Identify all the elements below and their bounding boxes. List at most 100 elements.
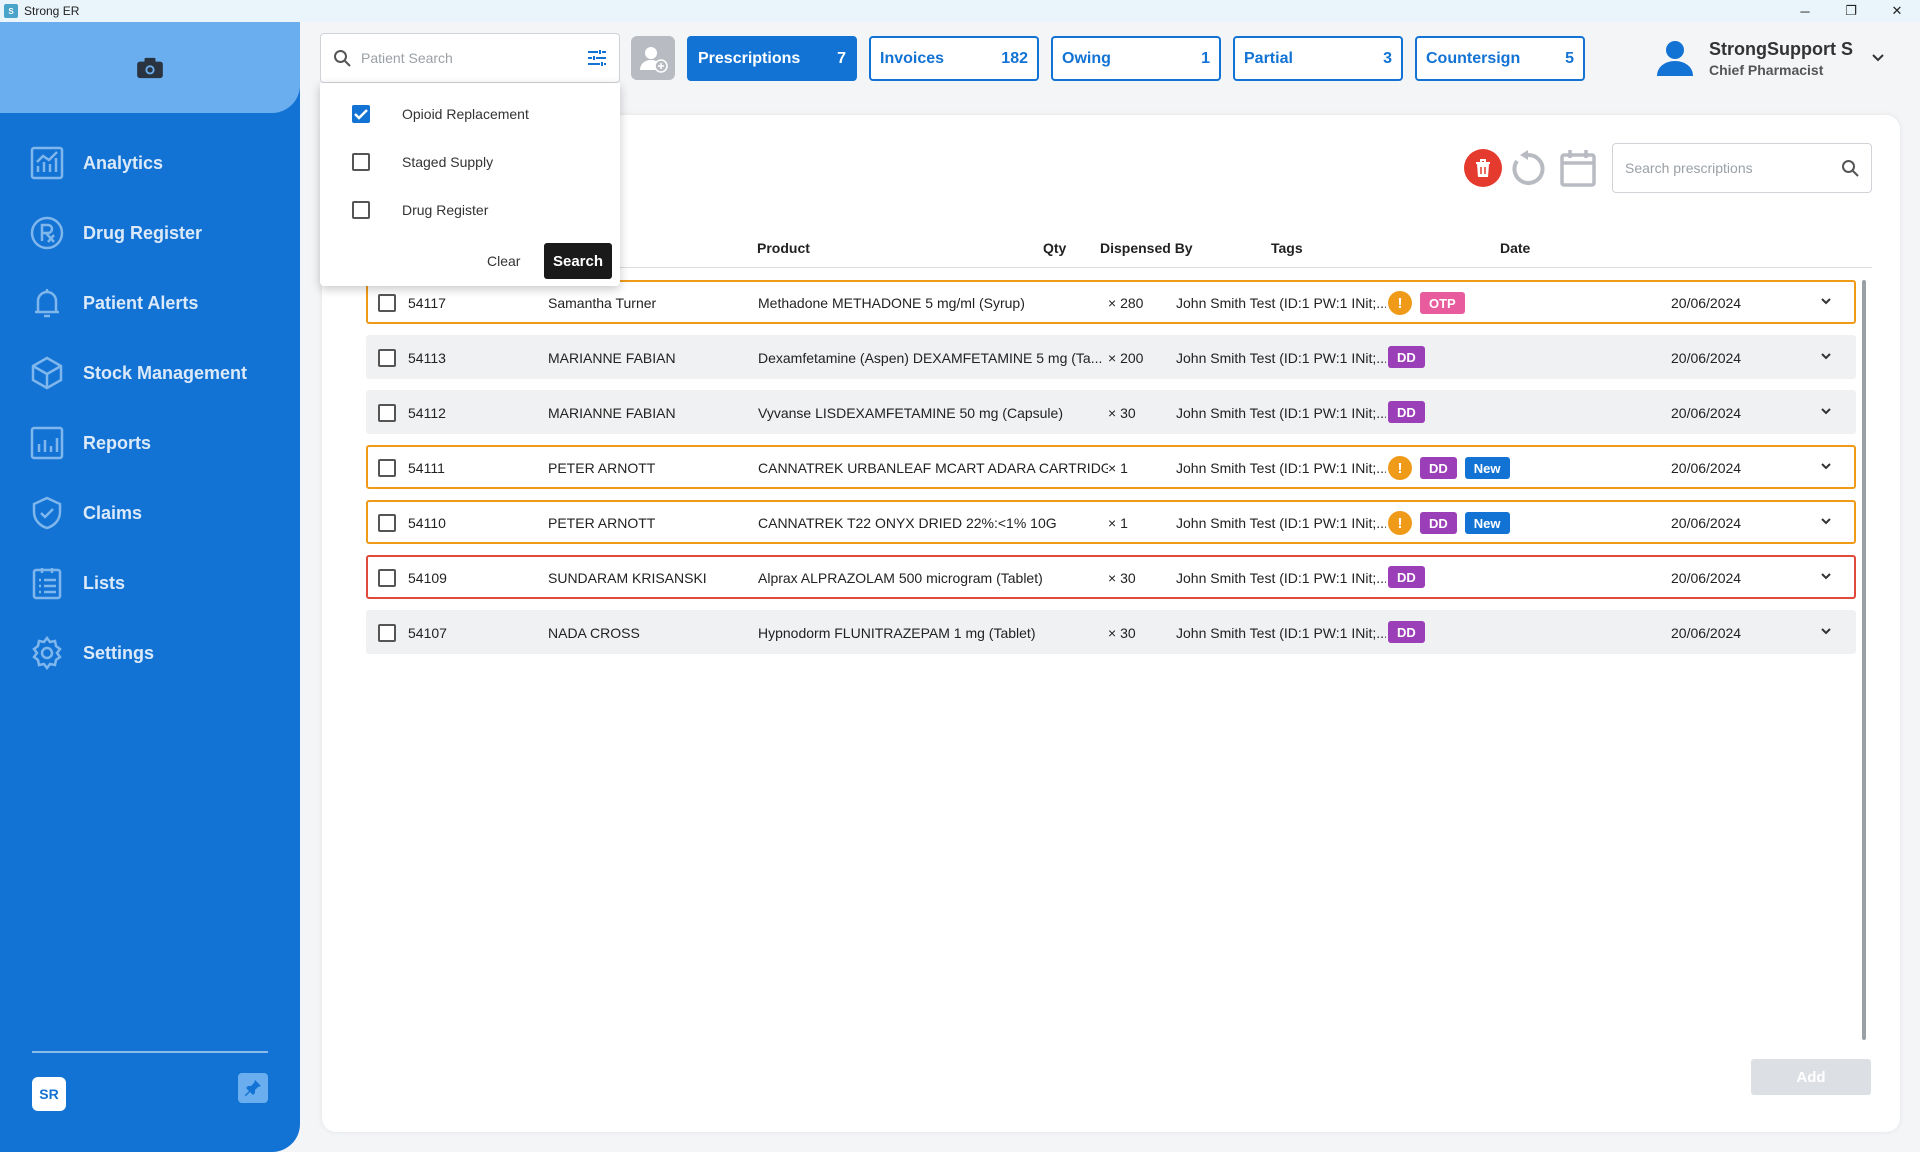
filter-option-staged-supply[interactable]: Staged Supply xyxy=(352,153,493,171)
sidebar-item-reports[interactable]: Reports xyxy=(0,408,300,478)
sidebar-item-settings[interactable]: Settings xyxy=(0,618,300,688)
alert-icon[interactable]: ! xyxy=(1388,291,1412,315)
tab-label: Invoices xyxy=(880,49,945,67)
user-menu[interactable]: StrongSupport S Chief Pharmacist xyxy=(1655,36,1885,80)
alert-icon[interactable]: ! xyxy=(1388,511,1412,535)
row-checkbox[interactable] xyxy=(378,459,396,477)
row-qty: × 1 xyxy=(1108,515,1128,531)
table-row[interactable]: 54112 MARIANNE FABIAN Vyvanse LISDEXAMFE… xyxy=(366,390,1856,434)
column-qty[interactable]: Qty xyxy=(1043,240,1067,256)
patient-search-input[interactable]: Patient Search xyxy=(361,50,453,66)
chevron-down-icon[interactable] xyxy=(1820,297,1832,307)
row-tags: DD xyxy=(1388,346,1425,368)
row-qty: × 30 xyxy=(1108,405,1136,421)
row-product: CANNATREK T22 ONYX DRIED 22%:<1% 10G xyxy=(758,515,1057,531)
delete-button[interactable] xyxy=(1464,149,1502,187)
tab-count: 182 xyxy=(1001,49,1028,67)
row-product: Alprax ALPRAZOLAM 500 microgram (Tablet) xyxy=(758,570,1043,586)
tab-invoices[interactable]: Invoices 182 xyxy=(869,36,1039,81)
chevron-down-icon[interactable] xyxy=(1820,352,1832,362)
table-row[interactable]: 54113 MARIANNE FABIAN Dexamfetamine (Asp… xyxy=(366,335,1856,379)
row-checkbox[interactable] xyxy=(378,569,396,587)
maximize-button[interactable]: ❐ xyxy=(1845,3,1857,18)
sidebar-item-claims[interactable]: Claims xyxy=(0,478,300,548)
sidebar-item-analytics[interactable]: Analytics xyxy=(0,128,300,198)
row-qty: × 200 xyxy=(1108,350,1144,366)
tab-count: 3 xyxy=(1383,49,1392,67)
checkbox[interactable] xyxy=(352,201,370,219)
row-id: 54111 xyxy=(408,460,445,476)
add-patient-button[interactable] xyxy=(631,36,675,80)
clear-button[interactable]: Clear xyxy=(487,253,521,269)
filter-option-drug-register[interactable]: Drug Register xyxy=(352,201,488,219)
rx-icon xyxy=(29,215,65,251)
sidebar-item-label: Patient Alerts xyxy=(83,292,199,313)
chevron-down-icon[interactable] xyxy=(1820,627,1832,637)
chevron-down-icon[interactable] xyxy=(1820,517,1832,527)
row-date: 20/06/2024 xyxy=(1671,570,1742,586)
tab-countersign[interactable]: Countersign 5 xyxy=(1415,36,1585,81)
sidebar-item-stock-management[interactable]: Stock Management xyxy=(0,338,300,408)
sidebar-header xyxy=(0,22,300,113)
minimize-button[interactable]: ─ xyxy=(1800,3,1810,19)
sidebar-item-drug-register[interactable]: Drug Register xyxy=(0,198,300,268)
chevron-down-icon[interactable] xyxy=(1820,572,1832,582)
trash-icon xyxy=(1476,159,1490,177)
tag-new: New xyxy=(1464,457,1510,479)
row-id: 54107 xyxy=(408,625,447,641)
close-button[interactable]: ✕ xyxy=(1891,3,1903,18)
tab-owing[interactable]: Owing 1 xyxy=(1051,36,1221,81)
tab-count: 5 xyxy=(1565,49,1574,67)
table-row[interactable]: 54111 PETER ARNOTT CANNATREK URBANLEAF M… xyxy=(366,445,1856,489)
patient-search-box[interactable]: Patient Search xyxy=(320,33,620,83)
table-row[interactable]: 54107 NADA CROSS Hypnodorm FLUNITRAZEPAM… xyxy=(366,610,1856,654)
column-tags[interactable]: Tags xyxy=(1271,240,1303,256)
row-checkbox[interactable] xyxy=(378,624,396,642)
add-button[interactable]: Add xyxy=(1751,1059,1871,1095)
row-checkbox[interactable] xyxy=(378,349,396,367)
calendar-button[interactable] xyxy=(1559,149,1597,187)
table-scrollbar[interactable] xyxy=(1862,280,1866,1040)
refresh-button[interactable] xyxy=(1509,149,1547,187)
chevron-down-icon[interactable] xyxy=(1820,407,1832,417)
row-product: CANNATREK URBANLEAF MCART ADARA CARTRIDG… xyxy=(758,460,1108,476)
column-dispensed-by[interactable]: Dispensed By xyxy=(1100,240,1193,256)
row-id: 54113 xyxy=(408,350,446,366)
table-row[interactable]: 54110 PETER ARNOTT CANNATREK T22 ONYX DR… xyxy=(366,500,1856,544)
list-icon xyxy=(29,565,65,601)
row-checkbox[interactable] xyxy=(378,404,396,422)
row-dispensed-by: John Smith Test (ID:1 PW:1 INit;... xyxy=(1176,460,1386,476)
chevron-down-icon[interactable] xyxy=(1820,462,1832,472)
row-checkbox[interactable] xyxy=(378,514,396,532)
prescription-search-input[interactable]: Search prescriptions xyxy=(1625,160,1753,176)
chevron-down-icon[interactable] xyxy=(1871,53,1885,63)
filter-option-opioid-replacement[interactable]: Opioid Replacement xyxy=(352,105,529,123)
tab-partial[interactable]: Partial 3 xyxy=(1233,36,1403,81)
calendar-icon xyxy=(1560,150,1596,187)
sidebar-item-patient-alerts[interactable]: Patient Alerts xyxy=(0,268,300,338)
row-id: 54112 xyxy=(408,405,446,421)
row-patient: MARIANNE FABIAN xyxy=(548,350,676,366)
table-row[interactable]: 54109 SUNDARAM KRISANSKI Alprax ALPRAZOL… xyxy=(366,555,1856,599)
checkbox[interactable] xyxy=(352,153,370,171)
tab-prescriptions[interactable]: Prescriptions 7 xyxy=(687,36,857,81)
sidebar-item-lists[interactable]: Lists xyxy=(0,548,300,618)
prescription-search-box[interactable]: Search prescriptions xyxy=(1612,143,1872,193)
table-row[interactable]: 54117 Samantha Turner Methadone METHADON… xyxy=(366,280,1856,324)
pin-button[interactable] xyxy=(238,1073,268,1103)
filter-dropdown: Opioid Replacement Staged Supply Drug Re… xyxy=(320,83,620,286)
add-user-icon xyxy=(640,47,668,73)
camera-icon[interactable] xyxy=(135,57,165,79)
tab-label: Owing xyxy=(1062,49,1111,67)
search-button[interactable]: Search xyxy=(544,243,612,279)
column-date[interactable]: Date xyxy=(1500,240,1531,256)
search-icon[interactable] xyxy=(1841,159,1859,177)
column-product[interactable]: Product xyxy=(757,240,810,256)
checkbox-checked[interactable] xyxy=(352,105,370,123)
tag-dd: DD xyxy=(1388,621,1425,643)
filter-icon[interactable] xyxy=(587,49,607,67)
alert-icon[interactable]: ! xyxy=(1388,456,1412,480)
tag-dd: DD xyxy=(1388,346,1425,368)
row-checkbox[interactable] xyxy=(378,294,396,312)
tag-otp: OTP xyxy=(1420,292,1465,314)
